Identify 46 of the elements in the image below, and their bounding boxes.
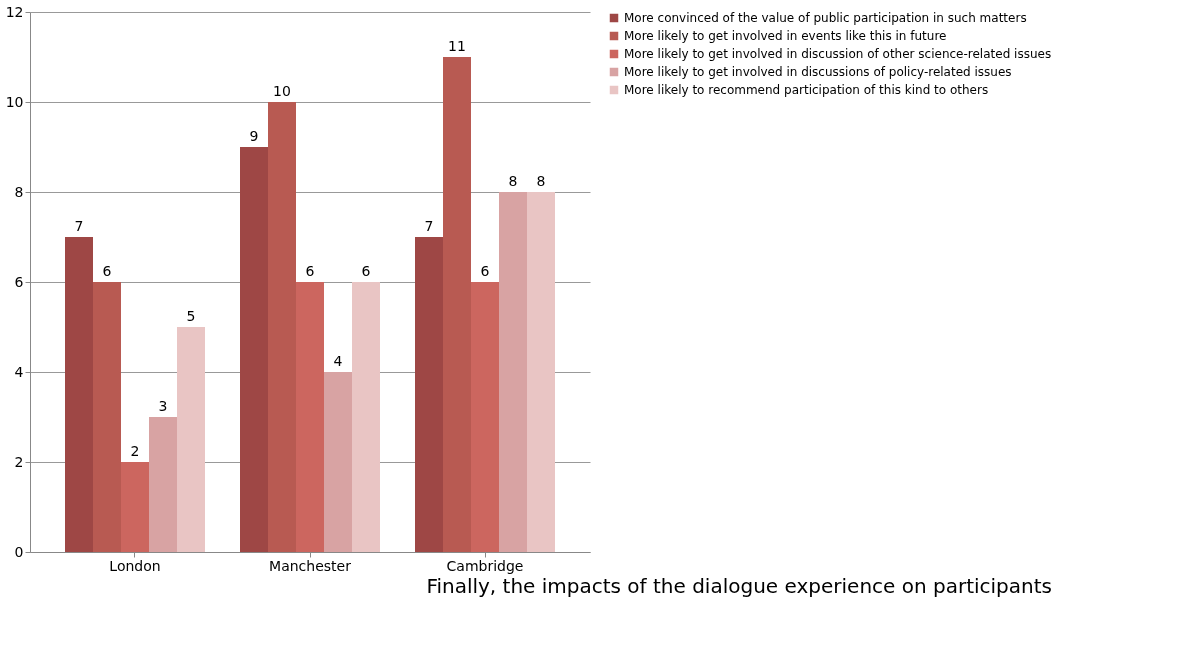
legend-label: More likely to get involved in discussions of policy-related issues (624, 65, 1012, 79)
bar (121, 462, 149, 552)
bar (499, 192, 527, 552)
y-tick-label: 6 (14, 273, 24, 290)
x-tick-label: Manchester (269, 557, 352, 574)
data-label: 2 (130, 443, 140, 459)
y-tick-label: 4 (14, 363, 24, 380)
y-tick-label: 8 (14, 183, 24, 200)
data-label: 6 (361, 263, 371, 279)
data-label: 7 (74, 218, 84, 234)
bar (352, 282, 380, 552)
bar (65, 237, 93, 552)
bar (324, 372, 352, 552)
data-label: 5 (186, 308, 196, 324)
y-tick-label: 0 (14, 543, 24, 560)
bar (415, 237, 443, 552)
data-label: 10 (273, 83, 291, 99)
y-tick-label: 2 (14, 453, 24, 470)
legend-label: More likely to recommend participation of this kind to others (624, 83, 989, 97)
data-label: 4 (333, 353, 343, 369)
y-tick-label: 12 (5, 3, 24, 20)
legend-label: More convinced of the value of public participation in such matters (624, 11, 1027, 25)
bar (177, 327, 205, 552)
data-label: 7 (424, 218, 434, 234)
bar (527, 192, 555, 552)
bar (443, 57, 471, 552)
text: Finally, the impacts of the dialogue experience on participants (426, 574, 1052, 598)
legend-label: More likely to get involved in events like this in future (624, 29, 947, 43)
bar (240, 147, 268, 552)
bar (471, 282, 499, 552)
bar (93, 282, 121, 552)
bar (268, 102, 296, 552)
data-label: 6 (480, 263, 490, 279)
bar (149, 417, 177, 552)
data-label: 3 (158, 398, 168, 414)
data-label: 6 (102, 263, 112, 279)
x-tick-label: London (109, 557, 161, 574)
legend-label: More likely to get involved in discussion of other science-related issues (624, 47, 1052, 61)
data-label: 8 (508, 173, 518, 189)
data-label: 8 (536, 173, 546, 189)
y-tick-label: 10 (5, 93, 24, 110)
x-tick-label: Cambridge (446, 557, 524, 574)
data-label: 6 (305, 263, 315, 279)
data-label: 9 (249, 128, 259, 144)
bar (296, 282, 324, 552)
data-label: 11 (448, 38, 466, 54)
